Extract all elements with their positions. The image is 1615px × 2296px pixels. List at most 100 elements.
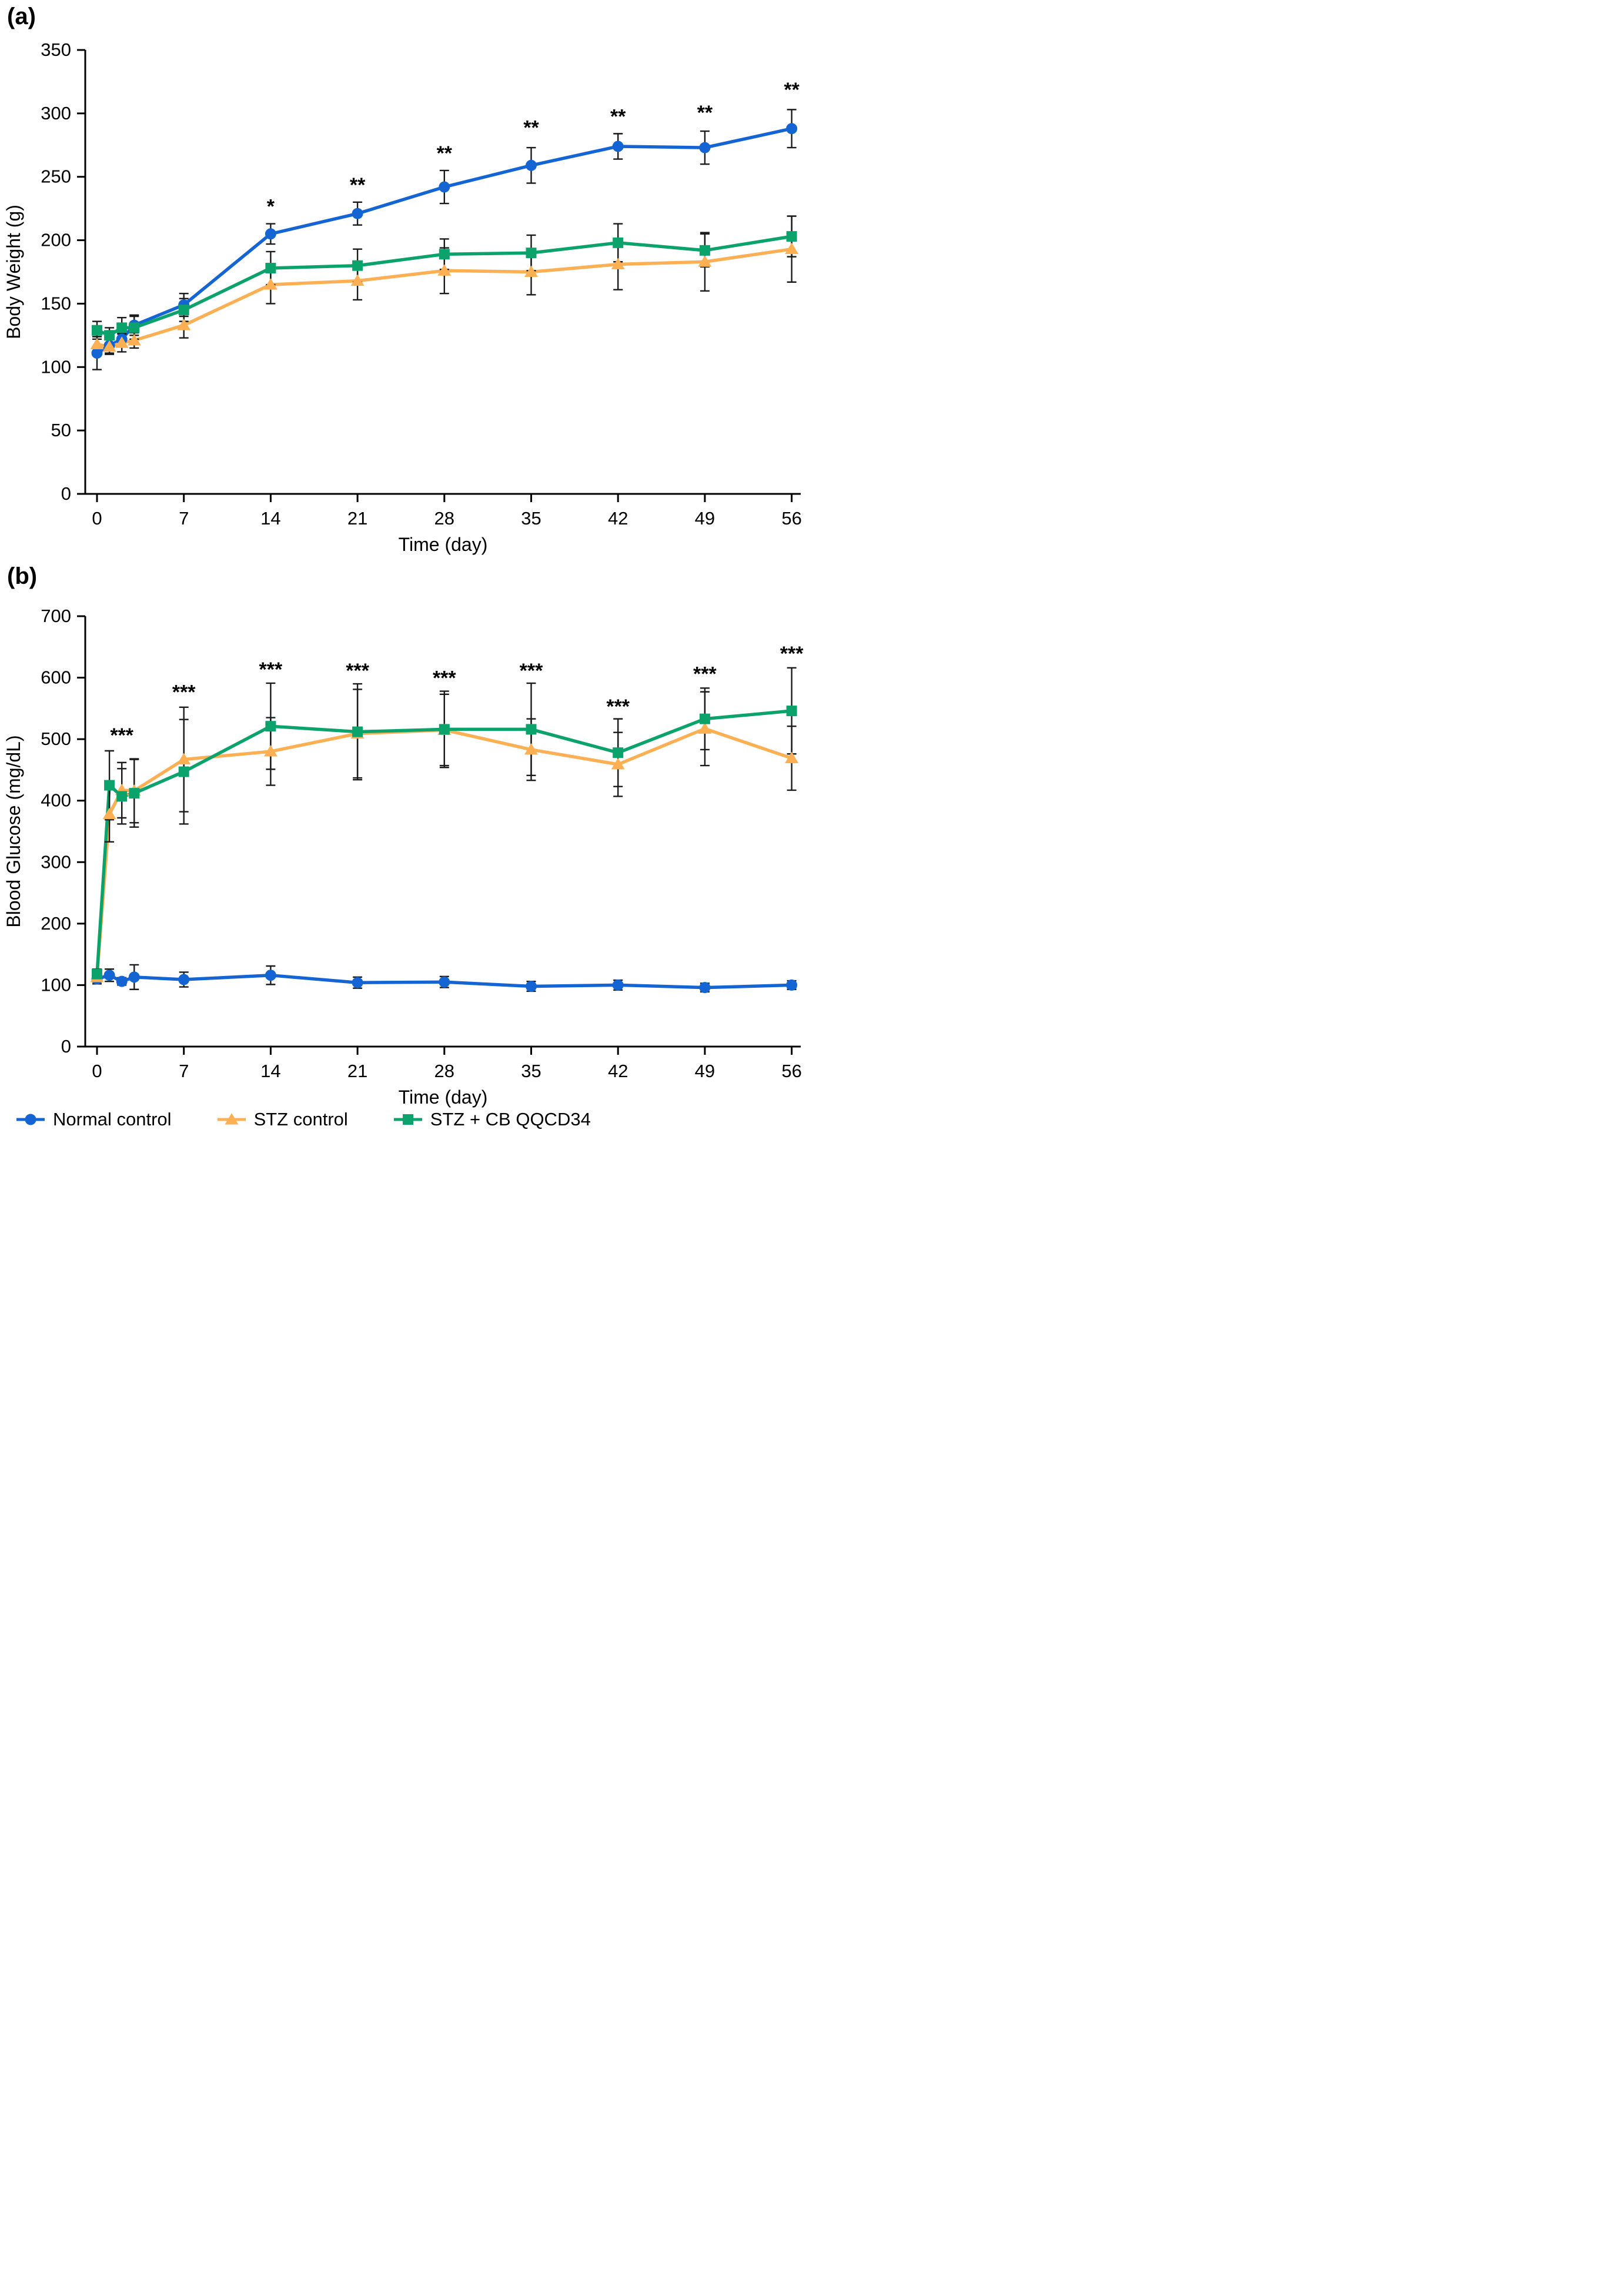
y-axis-title: Blood Glucose (mg/dL) bbox=[3, 735, 24, 927]
data-point-marker bbox=[90, 337, 104, 349]
square-legend-marker-icon bbox=[393, 1114, 422, 1125]
data-point-marker bbox=[265, 263, 276, 274]
data-point-marker bbox=[265, 970, 276, 981]
y-tick-label: 0 bbox=[61, 1036, 71, 1057]
x-tick-label: 56 bbox=[781, 1061, 801, 1081]
data-point-marker bbox=[116, 975, 128, 987]
data-point-marker bbox=[439, 976, 450, 988]
legend-item: STZ + CB QQCD34 bbox=[393, 1109, 591, 1130]
y-tick-label: 600 bbox=[41, 667, 71, 688]
legend: Normal control STZ control STZ + CB QQCD34 bbox=[15, 1109, 591, 1130]
significance-marker: * bbox=[267, 195, 275, 218]
x-tick-label: 35 bbox=[521, 1061, 541, 1081]
x-tick-label: 7 bbox=[179, 1061, 189, 1081]
data-point-marker bbox=[129, 788, 140, 799]
y-tick-label: 300 bbox=[41, 103, 71, 123]
x-tick-label: 21 bbox=[347, 1061, 367, 1081]
y-axis-title: Body Weight (g) bbox=[3, 205, 24, 339]
legend-item: STZ control bbox=[216, 1109, 348, 1130]
data-point-marker bbox=[439, 249, 450, 260]
x-axis-title: Time (day) bbox=[399, 534, 488, 555]
data-point-marker bbox=[439, 724, 450, 735]
data-point-marker bbox=[115, 336, 129, 348]
data-point-marker bbox=[104, 330, 115, 341]
y-tick-label: 100 bbox=[41, 974, 71, 995]
data-point-marker bbox=[699, 982, 711, 994]
y-tick-label: 250 bbox=[41, 166, 71, 187]
body-weight-chart: 0 50 100 150 200 250 300 350 0 7 14 21 28 35 42 49 56 Tim… bbox=[3, 39, 802, 555]
data-point-marker bbox=[698, 255, 712, 267]
data-point-marker bbox=[265, 721, 276, 732]
y-tick-label: 200 bbox=[41, 913, 71, 934]
data-point-marker bbox=[116, 791, 128, 802]
data-point-marker bbox=[352, 977, 363, 988]
x-tick-label: 42 bbox=[608, 1061, 628, 1081]
data-point-marker bbox=[786, 231, 797, 242]
data-point-marker bbox=[350, 274, 365, 286]
legend-marker bbox=[402, 1114, 413, 1125]
figure: (a) (b) 0 50 100 150 200 250 300 350 0 7 14 21 28 35 4… bbox=[0, 0, 808, 1148]
data-point-marker bbox=[526, 248, 537, 259]
x-tick-label: 21 bbox=[347, 508, 367, 529]
y-tick-label: 50 bbox=[51, 420, 71, 440]
x-tick-label: 49 bbox=[695, 1061, 715, 1081]
significance-marker: ** bbox=[697, 102, 713, 124]
legend-label: STZ control bbox=[253, 1109, 348, 1129]
data-point-marker bbox=[613, 237, 624, 248]
legend-label: Normal control bbox=[53, 1109, 172, 1129]
significance-marker: *** bbox=[346, 660, 369, 682]
x-tick-label: 56 bbox=[781, 508, 801, 529]
data-point-marker bbox=[104, 780, 115, 791]
legend-marker bbox=[25, 1114, 36, 1125]
x-tick-label: 0 bbox=[92, 508, 102, 529]
data-point-marker bbox=[102, 807, 116, 820]
y-tick-label: 300 bbox=[41, 851, 71, 872]
legend-label: STZ + CB QQCD34 bbox=[430, 1109, 591, 1129]
y-tick-label: 100 bbox=[41, 356, 71, 377]
x-tick-label: 28 bbox=[434, 1061, 454, 1081]
data-point-marker bbox=[129, 322, 140, 333]
x-tick-label: 14 bbox=[260, 1061, 280, 1081]
data-point-marker bbox=[92, 325, 102, 336]
y-tick-label: 150 bbox=[41, 293, 71, 313]
data-point-marker bbox=[611, 258, 625, 270]
data-point-marker bbox=[265, 228, 276, 240]
significance-marker: ** bbox=[784, 79, 800, 101]
y-tick-label: 400 bbox=[41, 790, 71, 811]
data-point-marker bbox=[116, 322, 128, 333]
data-point-marker bbox=[524, 743, 538, 755]
data-point-marker bbox=[786, 979, 798, 991]
significance-marker: ** bbox=[437, 142, 453, 165]
panel-b-label: (b) bbox=[7, 563, 38, 589]
data-point-marker bbox=[102, 340, 116, 352]
data-point-marker bbox=[92, 968, 102, 980]
data-point-marker bbox=[352, 208, 363, 219]
data-point-marker bbox=[526, 981, 537, 992]
data-point-marker bbox=[612, 141, 624, 152]
data-point-marker bbox=[785, 751, 799, 764]
blood-glucose-chart: 0 100 200 300 400 500 600 700 0 7 14 21 28 35 42 49 56 Ti… bbox=[3, 606, 804, 1108]
significance-marker: *** bbox=[172, 681, 196, 704]
data-point-marker bbox=[439, 181, 450, 193]
legend-item: Normal control bbox=[15, 1109, 172, 1130]
y-tick-label: 350 bbox=[41, 39, 71, 60]
significance-marker: *** bbox=[259, 659, 283, 681]
data-point-marker bbox=[352, 260, 363, 271]
data-point-marker bbox=[178, 766, 189, 777]
x-tick-label: 49 bbox=[695, 508, 715, 529]
triangle-legend-marker-icon bbox=[217, 1113, 246, 1125]
data-point-marker bbox=[786, 706, 797, 717]
data-point-marker bbox=[526, 159, 537, 171]
significance-marker: *** bbox=[780, 643, 804, 665]
legend-marker bbox=[225, 1113, 239, 1125]
data-point-marker bbox=[613, 747, 624, 758]
x-tick-label: 42 bbox=[608, 508, 628, 529]
x-tick-label: 28 bbox=[434, 508, 454, 529]
panel-a-label: (a) bbox=[7, 4, 36, 29]
x-tick-label: 7 bbox=[179, 508, 189, 529]
x-tick-label: 14 bbox=[260, 508, 280, 529]
significance-marker: *** bbox=[520, 660, 543, 682]
data-point-marker bbox=[526, 724, 537, 735]
x-axis-title: Time (day) bbox=[399, 1087, 488, 1108]
data-point-marker bbox=[611, 758, 625, 770]
